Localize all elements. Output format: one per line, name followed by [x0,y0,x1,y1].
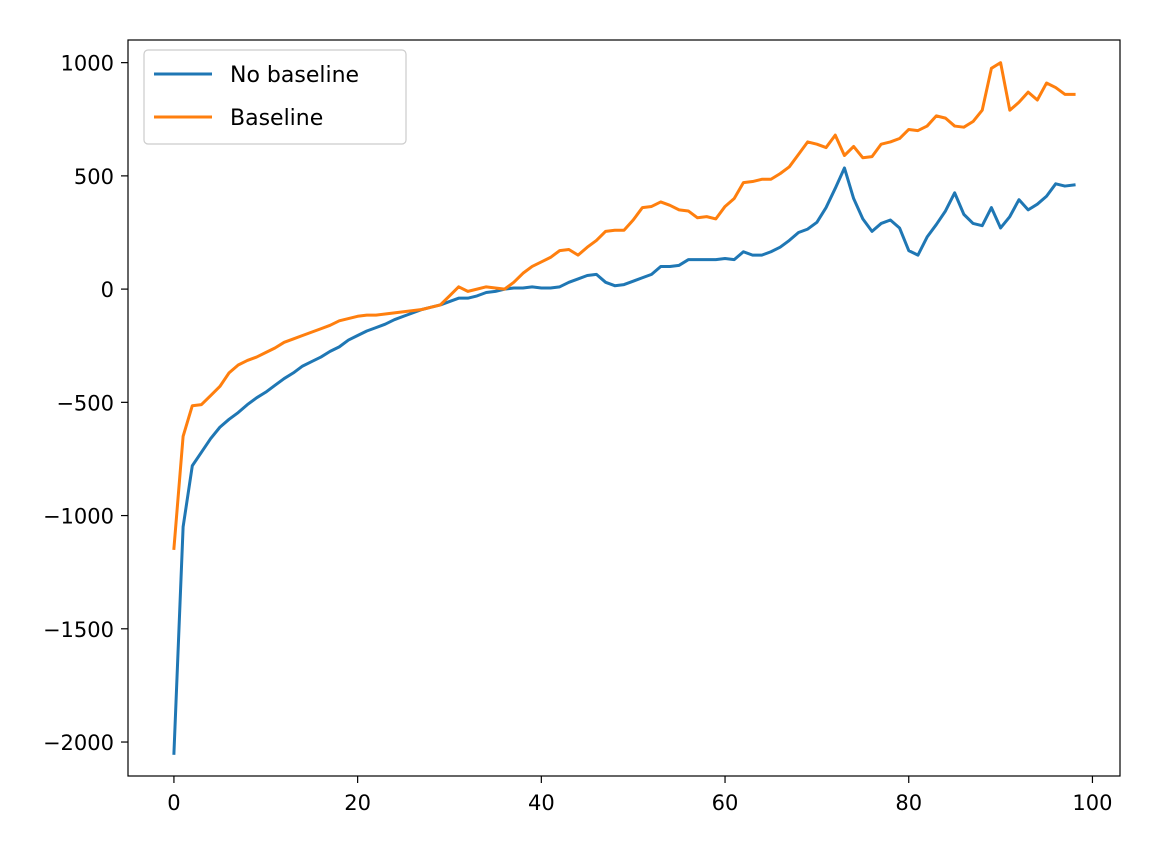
y-tick-label: 1000 [61,52,114,76]
series-line-baseline [172,61,1076,551]
legend-label-no-baseline: No baseline [230,63,359,88]
x-tick-label: 20 [344,791,371,815]
series-layer [172,61,1076,755]
x-tick-label: 0 [167,791,180,815]
plot-area [128,40,1120,776]
legend-label-baseline: Baseline [230,106,323,131]
y-tick-label: −500 [56,391,114,415]
series-line-no-baseline [172,166,1076,755]
x-tick-label: 60 [712,791,739,815]
y-tick-label: −1000 [43,505,114,529]
x-tick-label: 40 [528,791,555,815]
axes-frame [127,39,1121,777]
y-axis: −2000 −1500 −1000 −500 0 500 1000 [43,52,128,755]
y-tick-label: 0 [101,278,114,302]
y-tick-label: −2000 [43,731,114,755]
x-tick-label: 100 [1072,791,1112,815]
x-axis: 0 20 40 60 80 100 [167,776,1112,815]
y-tick-label: −1500 [43,618,114,642]
x-tick-label: 80 [895,791,922,815]
y-tick-label: 500 [74,165,114,189]
legend: No baseline Baseline [143,49,407,145]
